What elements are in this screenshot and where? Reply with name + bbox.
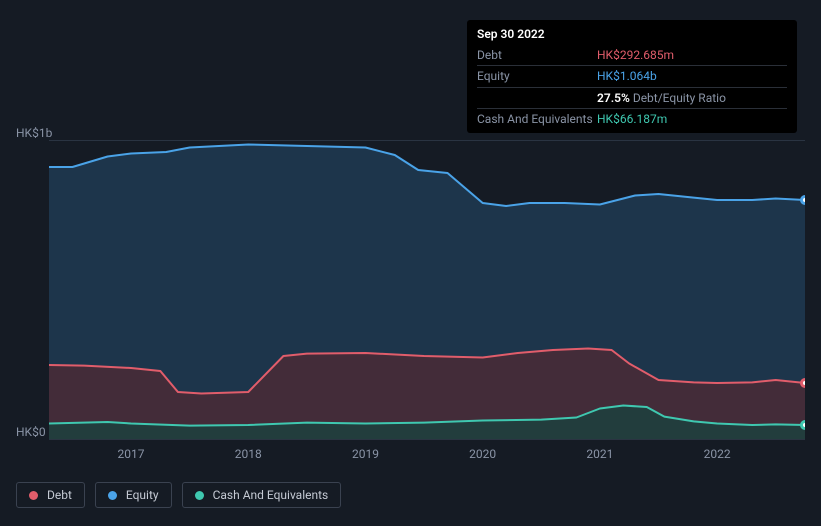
tooltip-row-label: Debt — [477, 47, 597, 63]
tooltip-row-label — [477, 90, 597, 106]
chart-legend: Debt Equity Cash And Equivalents — [16, 482, 341, 508]
x-tick-label: 2019 — [352, 447, 379, 461]
x-tick-label: 2018 — [235, 447, 262, 461]
tooltip-row-value: HK$292.685m — [597, 47, 787, 63]
tooltip-row-value: 27.5% Debt/Equity Ratio — [597, 90, 787, 106]
x-axis: 2017 2018 2019 2020 2021 2022 — [49, 445, 805, 465]
plot-area — [49, 140, 805, 440]
tooltip-row: 27.5% Debt/Equity Ratio — [477, 87, 787, 108]
legend-item-cash-and-equivalents[interactable]: Cash And Equivalents — [182, 482, 342, 508]
y-axis-label-max: HK$1b — [16, 126, 52, 140]
x-tick-label: 2021 — [586, 447, 613, 461]
financial-chart: HK$1b HK$0 2017 2018 2019 2020 2021 2022 — [16, 120, 805, 500]
tooltip-row-label: Equity — [477, 68, 597, 84]
tooltip-row: DebtHK$292.685m — [477, 45, 787, 65]
tooltip-date: Sep 30 2022 — [477, 26, 787, 42]
legend-dot — [29, 491, 38, 500]
legend-dot — [108, 491, 117, 500]
x-tick-label: 2020 — [469, 447, 496, 461]
legend-label: Equity — [126, 488, 159, 502]
legend-label: Debt — [47, 488, 72, 502]
y-axis-label-min: HK$0 — [16, 425, 46, 439]
legend-dot — [195, 491, 204, 500]
tooltip-row: EquityHK$1.064b — [477, 65, 787, 86]
x-tick-label: 2017 — [118, 447, 145, 461]
legend-item-debt[interactable]: Debt — [16, 482, 85, 508]
chart-tooltip: Sep 30 2022 DebtHK$292.685mEquityHK$1.06… — [467, 20, 797, 133]
tooltip-row-value: HK$1.064b — [597, 68, 787, 84]
legend-item-equity[interactable]: Equity — [95, 482, 172, 508]
legend-label: Cash And Equivalents — [213, 488, 329, 502]
x-tick-label: 2022 — [704, 447, 731, 461]
